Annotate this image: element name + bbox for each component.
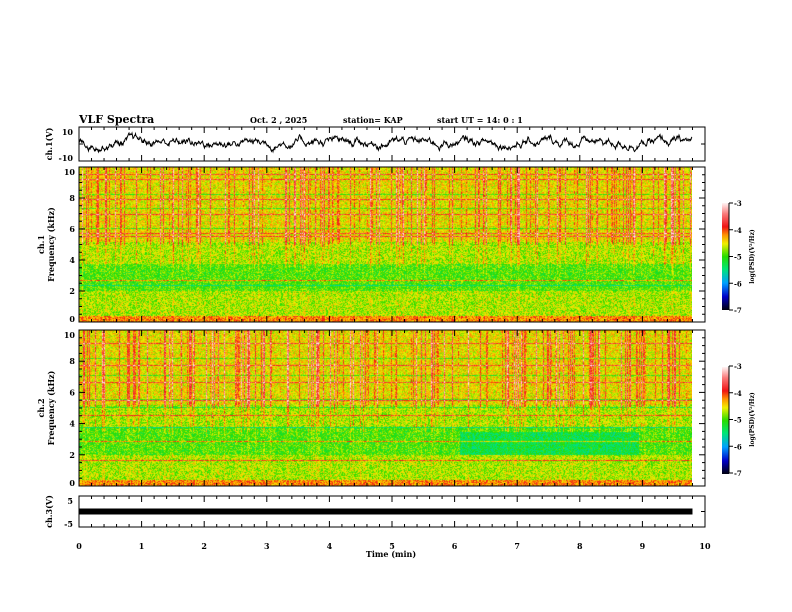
y-tick-label: 10 — [64, 330, 76, 340]
x-axis-label: Time (min) — [366, 549, 416, 559]
x-tick-label: 3 — [264, 541, 270, 551]
colorbar-tick-label: -3 — [734, 199, 742, 208]
y-axis-label-frequency: Frequency (kHz) — [46, 370, 56, 445]
y-tick-label: 8 — [69, 193, 75, 203]
y-axis-label: ch.3(V) — [44, 495, 54, 528]
x-tick-label: 6 — [452, 541, 458, 551]
y-tick-label: -5 — [64, 519, 73, 529]
x-tick-label: 9 — [640, 541, 646, 551]
x-tick-label: 8 — [577, 541, 583, 551]
station-label: station= KAP — [343, 115, 403, 125]
y-tick-label: -10 — [59, 153, 74, 163]
y-tick-label: 2 — [69, 286, 75, 296]
colorbar-label: log(PSD)(V²/Hz) — [749, 229, 756, 284]
x-tick-label: 5 — [389, 541, 395, 551]
ch3-waveform-line — [79, 508, 693, 515]
colorbar-label: log(PSD)(V²/Hz) — [749, 392, 756, 447]
y-tick-label: 6 — [69, 224, 75, 234]
colorbar-tick-label: -4 — [734, 226, 742, 235]
ch1-waveform-line — [78, 131, 693, 154]
y-tick-label: 6 — [69, 387, 75, 397]
colorbar-tick-label: -7 — [734, 306, 742, 315]
figure-title: VLF Spectra — [78, 113, 154, 126]
y-axis-label-frequency: Frequency (kHz) — [46, 207, 56, 282]
ch2-spectrogram-image — [79, 330, 692, 486]
colorbar-tick-label: -3 — [734, 362, 742, 371]
x-tick-label: 7 — [514, 541, 520, 551]
y-tick-label: 8 — [69, 356, 75, 366]
start-ut-label: start UT = 14: 0 : 1 — [437, 115, 523, 125]
ch1-colorbar — [722, 203, 729, 310]
x-tick-label: 10 — [699, 541, 711, 551]
colorbar-tick-label: -6 — [734, 442, 742, 451]
colorbar-tick-label: -5 — [734, 416, 742, 425]
date-label: Oct. 2 , 2025 — [250, 115, 307, 125]
y-axis-label: ch.1(V) — [44, 127, 54, 160]
y-tick-label: 10 — [64, 167, 76, 177]
panel-frame-2 — [78, 166, 706, 323]
colorbar-tick-label: -5 — [734, 253, 742, 262]
y-axis-label-channel: ch.2 — [36, 398, 46, 417]
y-tick-label: 4 — [69, 255, 75, 265]
y-axis-label-channel: ch.1 — [36, 235, 46, 254]
y-tick-label: 2 — [69, 450, 75, 460]
colorbar-tick-label: -4 — [734, 389, 742, 398]
y-tick-label: 0 — [69, 314, 75, 324]
ch2-colorbar — [722, 367, 729, 474]
panel-frame-3 — [78, 329, 706, 487]
x-tick-label: 0 — [76, 541, 82, 551]
colorbar-tick-label: -6 — [734, 279, 742, 288]
x-tick-label: 4 — [327, 541, 333, 551]
y-tick-label: 5 — [67, 496, 73, 506]
x-tick-label: 2 — [201, 541, 207, 551]
y-tick-label: 0 — [69, 478, 75, 488]
y-tick-label: 10 — [62, 127, 74, 137]
y-tick-label: 4 — [69, 419, 75, 429]
colorbar-tick-label: -7 — [734, 469, 742, 478]
ch1-spectrogram-image — [79, 167, 692, 322]
x-tick-label: 1 — [139, 541, 145, 551]
